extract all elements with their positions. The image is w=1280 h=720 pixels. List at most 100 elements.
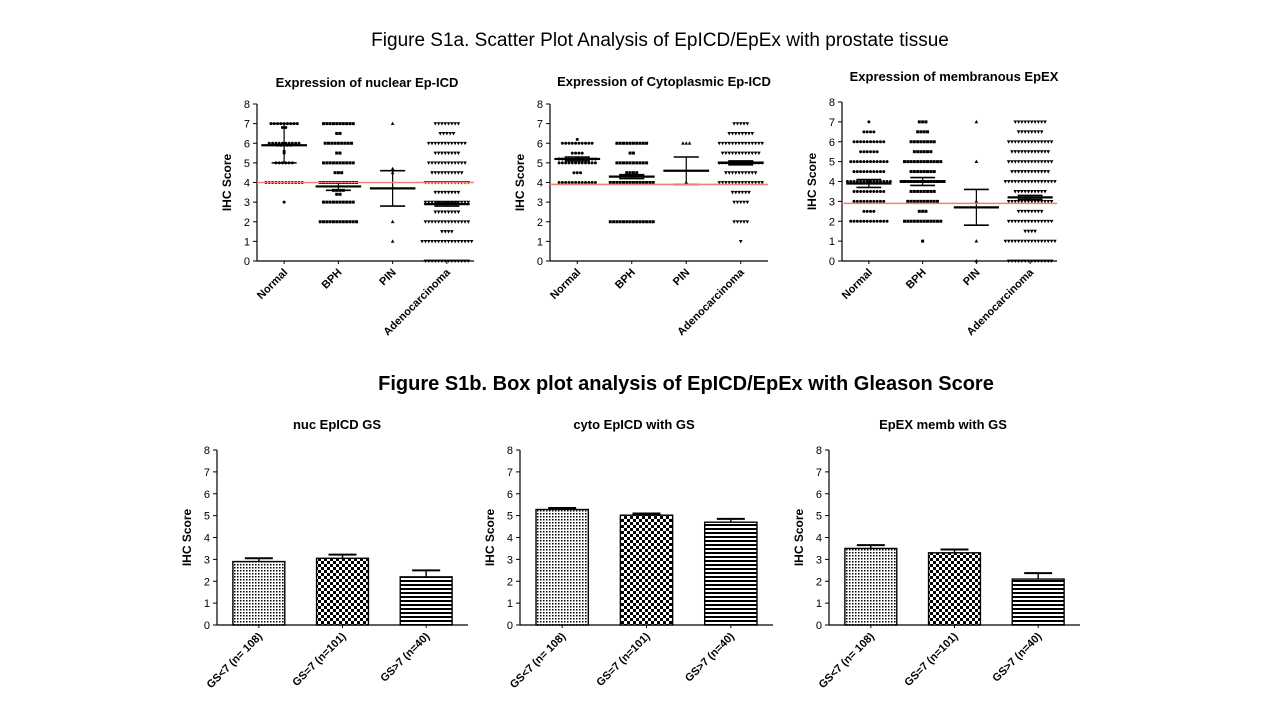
data-point	[645, 220, 649, 224]
data-point	[631, 171, 635, 175]
data-point	[745, 122, 750, 126]
data-point	[436, 122, 441, 126]
data-point	[446, 151, 451, 156]
y-tick-label: 4	[829, 177, 835, 189]
data-point	[443, 151, 448, 156]
data-point	[451, 132, 456, 136]
y-tick-label: 3	[507, 554, 513, 566]
data-point	[724, 141, 728, 146]
data-point	[430, 141, 434, 146]
data-point	[436, 239, 441, 244]
bar-gs-7-n-40	[1011, 578, 1065, 626]
data-point	[628, 161, 632, 165]
x-tick-label-gs-7-n-40: GS>7 (n=40)	[990, 630, 1044, 684]
data-point	[1033, 180, 1037, 184]
data-point	[730, 132, 735, 136]
data-point	[922, 189, 926, 193]
data-point	[738, 239, 743, 244]
data-point	[1023, 199, 1027, 204]
chart-a3-expression-of-membranous-epex: 0 1 2 3 4 5 6 7 8 IHC Score Expression of membrano…	[805, 69, 1059, 338]
data-point	[453, 259, 457, 263]
y-tick-label: 3	[204, 554, 210, 566]
data-point	[922, 140, 926, 144]
data-point	[645, 181, 649, 184]
data-point	[747, 171, 751, 175]
data-point	[284, 126, 288, 130]
data-point	[742, 200, 746, 205]
y-tick-label: 5	[244, 158, 250, 170]
data-point	[335, 161, 339, 165]
data-point	[1036, 140, 1041, 144]
data-point	[574, 181, 578, 184]
data-point	[919, 219, 923, 223]
data-point	[1049, 199, 1054, 204]
data-point	[426, 259, 431, 263]
data-point	[466, 239, 471, 244]
data-point	[450, 239, 454, 244]
x-tick-label-gs-7-n-40: GS>7 (n=40)	[378, 630, 432, 684]
data-point	[882, 170, 886, 174]
y-tick-label: 3	[244, 197, 250, 209]
data-point	[336, 141, 340, 145]
data-point	[450, 122, 454, 126]
data-point	[865, 189, 869, 193]
data-point	[1023, 259, 1027, 263]
data-point	[1016, 150, 1021, 154]
data-point	[1029, 150, 1034, 154]
data-point	[1033, 219, 1037, 224]
data-point	[855, 219, 859, 223]
data-point	[570, 141, 574, 145]
data-point	[1016, 160, 1021, 164]
data-point	[446, 230, 451, 234]
data-point	[1029, 130, 1034, 134]
data-point	[456, 210, 461, 214]
y-tick-label: 6	[204, 489, 210, 501]
data-point	[1010, 180, 1014, 184]
data-point	[855, 199, 859, 203]
y-tick-label: 8	[829, 97, 835, 109]
data-point	[727, 171, 731, 175]
data-point	[735, 122, 740, 126]
data-point	[635, 181, 639, 184]
y-tick-label: 1	[816, 598, 822, 610]
data-point	[1033, 140, 1037, 144]
data-point	[912, 219, 916, 223]
y-tick-label: 4	[244, 178, 250, 190]
data-point	[740, 181, 745, 185]
data-point	[443, 210, 448, 214]
data-point	[717, 181, 722, 185]
data-point	[1020, 190, 1024, 194]
data-point	[577, 161, 581, 165]
y-tick-label: 6	[244, 138, 250, 150]
data-point	[919, 189, 923, 193]
data-point	[440, 239, 444, 244]
data-point	[590, 181, 594, 184]
data-point	[882, 219, 886, 223]
data-point	[1029, 160, 1034, 164]
data-point	[974, 159, 979, 164]
data-point	[436, 220, 441, 224]
data-point	[440, 122, 444, 126]
data-point	[343, 141, 347, 145]
data-point	[433, 151, 438, 156]
data-point	[1023, 190, 1027, 194]
data-point	[622, 181, 625, 184]
y-tick-label: 0	[244, 256, 250, 268]
data-point	[615, 220, 619, 224]
data-point	[287, 141, 291, 145]
data-point	[469, 239, 474, 244]
data-point	[862, 160, 866, 164]
data-point	[426, 141, 431, 146]
data-point	[1039, 170, 1044, 174]
data-point	[622, 141, 625, 145]
data-point	[1010, 160, 1014, 164]
data-point	[740, 141, 745, 146]
data-point	[926, 160, 930, 164]
data-point	[869, 160, 873, 164]
data-point	[922, 160, 926, 164]
data-point	[939, 219, 943, 223]
data-point	[648, 181, 652, 184]
data-point	[1033, 199, 1037, 204]
data-point	[743, 171, 748, 175]
